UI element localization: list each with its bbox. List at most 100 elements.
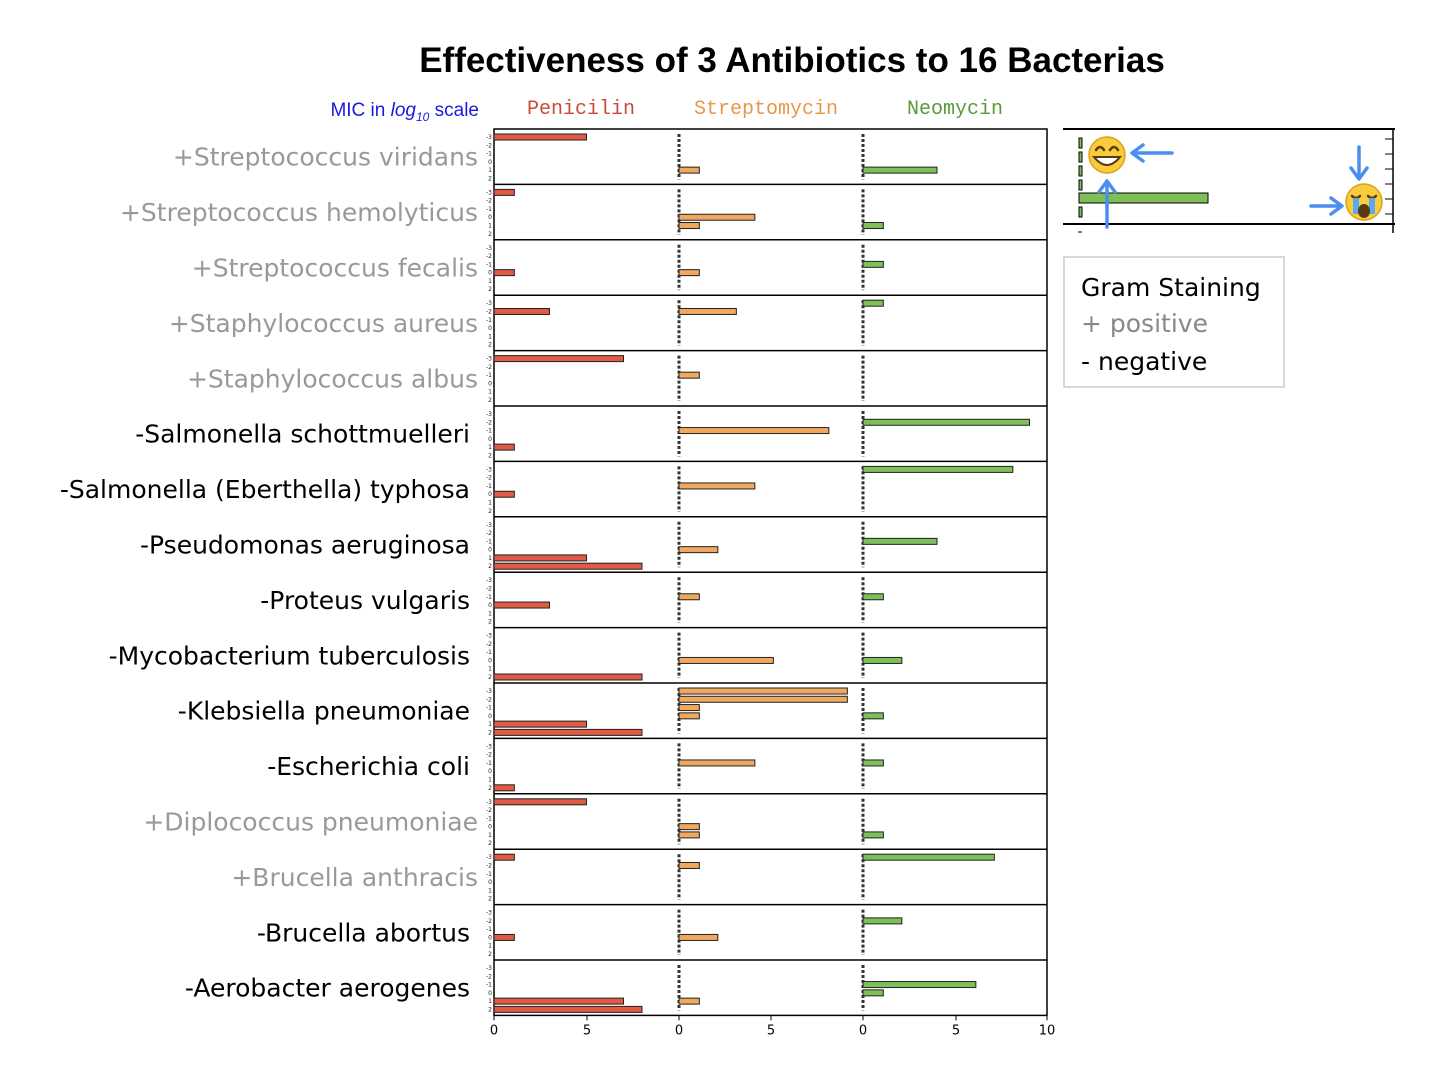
- level-tick: -3: [486, 466, 492, 473]
- bacteria-label: -Aerobacter aerogenes: [185, 974, 470, 1003]
- chart-title: Effectiveness of 3 Antibiotics to 16 Bac…: [419, 41, 1165, 80]
- bar-penicilin: [493, 269, 515, 277]
- bar-penicilin: [493, 728, 643, 736]
- bar-streptomycin: [678, 269, 700, 277]
- bar-streptomycin: [678, 482, 756, 490]
- level-tick: -2: [486, 752, 492, 759]
- level-tick: 2: [488, 674, 492, 681]
- level-tick: 0: [488, 436, 492, 443]
- level-tick: -3: [486, 799, 492, 806]
- table-row: -3-2-10 12: [486, 626, 1047, 681]
- level-tick: -1: [486, 649, 492, 656]
- level-tick: 1: [488, 555, 492, 562]
- bar-streptomycin: [678, 997, 700, 1005]
- bar-streptomycin: [678, 831, 700, 839]
- level-tick: -2: [486, 641, 492, 648]
- level-tick: 2: [488, 729, 492, 736]
- bar-neomycin: [862, 831, 884, 839]
- header-neomycin: Neomycin: [907, 98, 1003, 121]
- bar-penicilin: [493, 997, 624, 1005]
- level-tick: -2: [486, 530, 492, 537]
- bar-streptomycin: [678, 166, 700, 174]
- level-tick: 0: [488, 602, 492, 609]
- happy-face-icon: [1088, 136, 1126, 174]
- bacteria-label: -Pseudomonas aeruginosa: [140, 531, 470, 560]
- level-tick: 0: [488, 768, 492, 775]
- level-tick: -1: [486, 705, 492, 712]
- level-tick: 2: [488, 452, 492, 459]
- level-tick: 0: [488, 713, 492, 720]
- level-tick: -2: [486, 585, 492, 592]
- level-tick: -2: [486, 862, 492, 869]
- bar-penicilin: [493, 784, 515, 792]
- level-tick: -1: [486, 871, 492, 878]
- bar-penicilin: [493, 933, 515, 941]
- level-tick: -3: [486, 854, 492, 861]
- bacteria-label: -Klebsiella pneumoniae: [178, 697, 470, 726]
- header-streptomycin: Streptomycin: [694, 98, 838, 121]
- level-tick: -1: [486, 428, 492, 435]
- bar-neomycin: [862, 418, 1030, 426]
- level-tick: -1: [486, 261, 492, 268]
- bacteria-label: -Salmonella schottmuelleri: [135, 420, 470, 449]
- bar-streptomycin: [678, 823, 700, 831]
- level-tick: 0: [488, 824, 492, 831]
- bar-streptomycin: [678, 546, 719, 554]
- level-tick: -2: [486, 918, 492, 925]
- level-tick: -3: [486, 522, 492, 529]
- level-tick: -3: [486, 633, 492, 640]
- bar-neomycin: [862, 260, 884, 268]
- bar-streptomycin: [678, 593, 700, 601]
- level-tick: 1: [488, 998, 492, 1005]
- arrow-icon: [1097, 143, 1369, 229]
- bacteria-label: -Proteus vulgaris: [260, 586, 470, 615]
- x-tick-label: 5: [952, 1023, 960, 1038]
- bar-neomycin: [862, 465, 1014, 473]
- level-tick: -1: [486, 372, 492, 379]
- level-tick: 0: [488, 657, 492, 664]
- bacteria-label: +Diplococcus pneumoniae: [143, 808, 478, 837]
- level-tick: -3: [486, 688, 492, 695]
- level-tick: -3: [486, 356, 492, 363]
- bar-neomycin: [862, 712, 884, 720]
- explanation-inset: [1063, 128, 1395, 233]
- bacteria-label: +Streptococcus fecalis: [192, 254, 478, 283]
- level-tick: 0: [488, 270, 492, 277]
- level-tick: -1: [486, 594, 492, 601]
- level-tick: 2: [488, 619, 492, 626]
- gram-staining-legend: Gram Staining + positive - negative: [1063, 256, 1285, 388]
- bar-neomycin: [862, 989, 884, 997]
- level-tick: 1: [488, 777, 492, 784]
- bar-penicilin: [493, 133, 587, 141]
- level-tick: 1: [488, 666, 492, 673]
- level-tick: -3: [486, 134, 492, 141]
- bar-streptomycin: [678, 222, 700, 230]
- level-tick: 2: [488, 286, 492, 293]
- level-tick: -3: [486, 743, 492, 750]
- bacteria-label: +Brucella anthracis: [231, 863, 478, 892]
- bar-penicilin: [493, 853, 515, 861]
- level-tick: -3: [486, 300, 492, 307]
- antibiotic-headers: Penicilin Streptomycin Neomycin: [527, 98, 1003, 121]
- header-penicilin: Penicilin: [527, 98, 635, 121]
- bar-penicilin: [493, 601, 550, 609]
- bar-penicilin: [493, 307, 550, 315]
- level-tick: 1: [488, 223, 492, 230]
- x-tick-label: 0: [859, 1023, 867, 1038]
- bacteria-label: +Staphylococcus aureus: [169, 309, 478, 338]
- bar-streptomycin: [678, 427, 830, 435]
- bar-streptomycin: [678, 759, 756, 767]
- bar-streptomycin: [678, 213, 756, 221]
- level-tick: 1: [488, 389, 492, 396]
- bar-neomycin: [862, 759, 884, 767]
- level-tick: 0: [488, 159, 492, 166]
- bar-streptomycin: [678, 695, 848, 703]
- mic-scale-label: MIC in log10 scale: [330, 100, 479, 124]
